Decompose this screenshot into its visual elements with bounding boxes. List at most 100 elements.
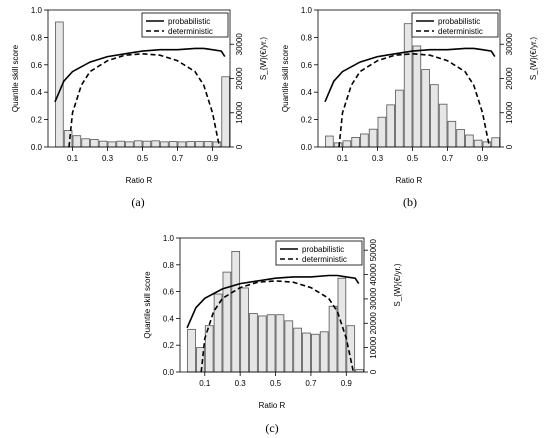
y-axis-label: Quantile skill score — [11, 44, 20, 112]
legend-label-deterministic: deterministic — [168, 27, 213, 36]
histogram-bar — [186, 141, 195, 148]
y2-tick-label: 30000 — [235, 33, 244, 56]
x-tick-label: 0.3 — [372, 154, 384, 163]
y-tick-label: 0.0 — [163, 368, 175, 377]
histogram-bar — [72, 135, 82, 148]
histogram-bar — [465, 134, 474, 148]
y2-axis-label: S_{W}(€/yr.) — [393, 263, 402, 306]
histogram-bar — [351, 137, 360, 148]
histogram-bar — [342, 140, 352, 148]
histogram-bar — [333, 142, 343, 148]
histogram-bar — [212, 141, 222, 148]
histogram-bar — [302, 332, 311, 373]
histogram-bar — [240, 287, 249, 373]
histogram-bar — [90, 139, 99, 148]
y-tick-label: 0.2 — [163, 341, 175, 350]
histogram-bar — [133, 140, 143, 148]
histogram-bar — [168, 141, 178, 148]
histogram-bar — [403, 23, 413, 148]
histogram-bar — [337, 277, 347, 373]
x-tick-label: 0.1 — [199, 379, 211, 388]
y-tick-label: 0.0 — [31, 143, 43, 152]
y-tick-label: 1.0 — [31, 6, 43, 15]
histogram-bar — [151, 140, 160, 148]
y-tick-label: 0.6 — [163, 288, 175, 297]
legend-label-deterministic: deterministic — [438, 27, 483, 36]
x-axis-label: Ratio R — [126, 176, 153, 185]
x-tick-label: 0.9 — [207, 154, 219, 163]
x-tick-label: 0.3 — [235, 379, 247, 388]
y2-tick-label: 20000 — [369, 312, 378, 335]
y-tick-label: 0.6 — [31, 61, 43, 70]
y2-axis-label: S_{W}(€/yr.) — [259, 37, 268, 80]
histogram-bar — [187, 328, 196, 373]
legend-box — [275, 240, 363, 266]
y-tick-label: 0.4 — [163, 314, 175, 323]
histogram-bar — [257, 315, 267, 373]
histogram-bar — [231, 250, 241, 373]
histogram-bar — [142, 140, 152, 148]
histogram-bar — [447, 120, 457, 148]
legend-label-probabilistic: probabilistic — [302, 245, 344, 254]
y2-tick-label: 30000 — [505, 33, 514, 56]
x-tick-label: 0.7 — [172, 154, 184, 163]
y-tick-label: 0.4 — [31, 88, 43, 97]
y-tick-label: 0.8 — [301, 33, 313, 42]
legend-label-deterministic: deterministic — [302, 255, 347, 264]
x-tick-label: 0.1 — [67, 154, 79, 163]
histogram-bar — [284, 320, 294, 373]
y2-tick-label: 10000 — [505, 101, 514, 124]
x-axis-label: Ratio R — [259, 401, 286, 410]
x-tick-label: 0.9 — [341, 379, 353, 388]
histogram-bar — [177, 141, 187, 148]
histogram-bar — [293, 327, 302, 373]
histogram-bar — [421, 69, 430, 148]
y-axis-label: Quantile skill score — [281, 44, 290, 112]
probabilistic-line — [324, 47, 496, 103]
x-tick-label: 0.5 — [270, 379, 282, 388]
histogram-bar — [360, 133, 369, 148]
histogram-bar — [63, 130, 73, 148]
histogram-bar — [412, 45, 422, 148]
panel-caption: (c) — [265, 421, 278, 435]
histogram-bar — [107, 141, 117, 148]
y-tick-label: 1.0 — [163, 234, 175, 243]
histogram-bar — [328, 305, 338, 373]
histogram-bar — [98, 140, 108, 148]
y-axis-label: Quantile skill score — [143, 271, 152, 339]
y2-tick-label: 30000 — [369, 287, 378, 310]
legend-label-probabilistic: probabilistic — [438, 17, 480, 26]
histogram-bar — [482, 141, 492, 148]
y-tick-label: 0.0 — [301, 143, 313, 152]
y2-axis-label: S_{W}(€/yr.) — [529, 37, 538, 80]
histogram-bar — [311, 333, 320, 373]
x-tick-label: 0.1 — [337, 154, 349, 163]
deterministic-line — [338, 52, 491, 148]
legend-box — [411, 12, 499, 38]
x-tick-label: 0.7 — [442, 154, 454, 163]
probabilistic-line — [186, 274, 360, 329]
probabilistic-line — [54, 47, 226, 103]
histogram-bar — [430, 84, 439, 148]
histogram-bar — [325, 135, 334, 148]
histogram-bar — [213, 293, 223, 373]
histogram-bar — [473, 139, 483, 148]
histogram-bar — [203, 141, 213, 148]
y-tick-label: 0.2 — [301, 116, 313, 125]
x-axis-label: Ratio R — [396, 176, 423, 185]
histogram-bar — [368, 128, 378, 148]
histogram-bar — [386, 104, 395, 148]
y2-tick-label: 20000 — [235, 67, 244, 90]
y2-tick-label: 0 — [505, 144, 514, 149]
x-tick-label: 0.3 — [102, 154, 114, 163]
y-tick-label: 0.4 — [301, 88, 313, 97]
y2-tick-label: 50000 — [369, 239, 378, 262]
y-tick-label: 0.2 — [31, 116, 43, 125]
y-tick-label: 0.8 — [163, 261, 175, 270]
y2-tick-label: 40000 — [369, 263, 378, 286]
x-tick-label: 0.7 — [305, 379, 317, 388]
panel-b: 0.0 0.2 0.4 0.6 0.8 1.0 0 10000 20000 30000 0.1 0.3… — [281, 6, 538, 185]
histogram-bar — [346, 325, 356, 373]
